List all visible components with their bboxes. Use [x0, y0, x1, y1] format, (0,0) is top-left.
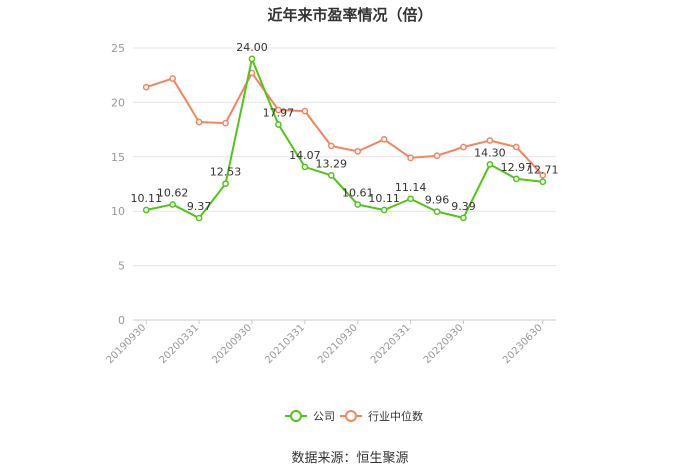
data-label: 14.07 [289, 149, 321, 162]
data-label: 10.11 [130, 192, 162, 205]
data-label: 13.29 [316, 157, 348, 170]
data-point [512, 175, 520, 183]
data-label: 9.37 [187, 200, 212, 213]
data-point [195, 118, 203, 126]
x-tick-label: 20190930 [105, 322, 149, 366]
data-point [512, 143, 520, 151]
data-point [433, 208, 441, 215]
data-label: 17.97 [263, 106, 295, 119]
data-point [380, 206, 388, 214]
y-tick-label: 10 [111, 205, 125, 218]
x-tick-label: 20210930 [316, 322, 360, 366]
data-point [195, 214, 203, 222]
data-point [169, 75, 177, 82]
data-point [275, 106, 282, 114]
data-point [222, 180, 229, 188]
x-tick-label: 20220331 [369, 322, 413, 366]
data-label: 12.71 [527, 164, 559, 177]
data-label: 10.62 [157, 186, 189, 199]
y-tick-label: 15 [111, 151, 125, 164]
data-point [275, 121, 282, 128]
y-tick-label: 20 [111, 96, 125, 109]
data-label: 9.39 [451, 200, 476, 213]
data-point [142, 206, 150, 214]
x-tick-label: 20210331 [263, 322, 307, 366]
chart-title: 近年来市盈率情况（倍） [267, 6, 433, 24]
data-point [301, 107, 309, 115]
y-tick-label: 5 [118, 260, 125, 273]
data-point [486, 161, 494, 168]
legend-marker-industry-median [345, 410, 357, 422]
x-tick-label: 20220930 [422, 322, 466, 366]
data-label: 9.96 [425, 194, 450, 207]
series-line-industry-median [145, 71, 544, 176]
legend-label-company: 公司 [313, 410, 335, 423]
legend-label-industry-median: 行业中位数 [368, 409, 423, 423]
data-point [460, 143, 467, 151]
data-point [327, 142, 335, 150]
data-point [301, 163, 309, 171]
y-tick-label: 0 [118, 314, 125, 327]
data-label: 11.14 [395, 181, 427, 194]
data-point [433, 152, 441, 160]
data-point [407, 154, 414, 162]
data-point [539, 171, 547, 179]
data-point [539, 178, 547, 186]
data-label: 14.30 [474, 146, 506, 159]
y-tick-label: 25 [111, 42, 125, 55]
data-point [407, 195, 414, 203]
data-point [486, 137, 494, 144]
data-label: 10.61 [342, 187, 374, 200]
data-point [327, 172, 335, 179]
legend-marker-company [290, 410, 302, 422]
data-point [169, 201, 177, 208]
data-source: 数据来源：恒生聚源 [291, 451, 409, 466]
data-point [222, 119, 229, 127]
x-tick-label: 20200331 [157, 322, 201, 366]
data-point [248, 55, 256, 63]
data-point [460, 214, 467, 222]
data-label: 24.00 [236, 41, 268, 54]
data-label: 12.97 [501, 161, 533, 174]
data-point [142, 83, 150, 91]
series-line-company [146, 55, 543, 220]
data-point [354, 148, 362, 155]
data-label: 10.11 [368, 192, 400, 205]
data-point [380, 136, 388, 143]
data-point [354, 201, 362, 208]
data-label: 12.53 [210, 166, 242, 179]
x-tick-label: 20230630 [501, 322, 545, 366]
x-tick-label: 20200930 [210, 322, 254, 366]
